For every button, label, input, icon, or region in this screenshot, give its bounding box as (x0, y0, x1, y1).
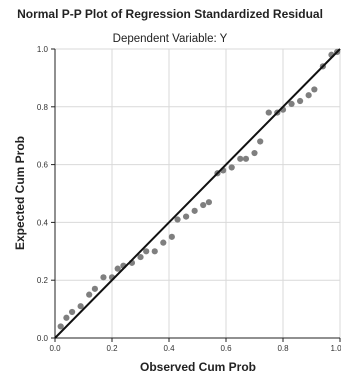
data-point (228, 164, 235, 171)
data-point (205, 199, 212, 206)
data-point (174, 216, 181, 223)
data-point (137, 253, 144, 261)
data-point (168, 233, 175, 240)
y-tick-label: 0.6 (37, 161, 49, 170)
data-point (100, 274, 107, 281)
data-point (91, 285, 98, 292)
data-point (242, 155, 250, 162)
data-point (305, 92, 312, 99)
y-tick-label: 0.8 (37, 103, 49, 112)
x-tick-label: 1.0 (330, 344, 341, 353)
data-point (57, 323, 64, 330)
grid-layer (54, 48, 341, 339)
data-point (237, 155, 244, 162)
data-point (151, 248, 158, 255)
data-point (191, 207, 198, 214)
x-axis-title: Observed Cum Prob (140, 360, 256, 374)
data-point (288, 100, 295, 108)
data-point (265, 109, 272, 116)
data-point (86, 291, 93, 298)
line-layer (54, 48, 341, 339)
data-point (160, 239, 167, 246)
data-point (114, 265, 121, 272)
chart-subtitle: Dependent Variable: Y (113, 33, 228, 45)
data-point (69, 308, 76, 316)
x-tick-label: 0.0 (49, 344, 61, 353)
data-point (143, 248, 150, 255)
reference-line (54, 48, 341, 339)
y-tick-label: 0.4 (37, 218, 49, 227)
chart-title: Normal P-P Plot of Regression Standardiz… (17, 7, 323, 21)
y-tick-label: 0.2 (37, 276, 49, 285)
y-tick-label: 0.0 (37, 334, 49, 343)
x-tick-label: 0.8 (277, 344, 289, 353)
tick-label-layer: 0.0 0.2 0.4 0.6 0.8 1.0 0.0 0.2 0.4 0.6 0.8 1.0 (37, 45, 341, 353)
data-point (257, 138, 264, 145)
data-point (297, 97, 304, 105)
data-point (200, 201, 207, 209)
data-point (183, 213, 190, 220)
x-tick-label: 0.6 (220, 344, 232, 353)
x-tick-label: 0.4 (163, 344, 175, 353)
data-point (77, 303, 84, 310)
data-point (311, 86, 318, 93)
data-point (251, 149, 258, 157)
y-axis-title: Expected Cum Prob (13, 136, 27, 250)
axis-layer (51, 48, 341, 342)
y-tick-label: 1.0 (37, 45, 49, 54)
data-point (63, 314, 70, 321)
x-tick-label: 0.2 (106, 344, 118, 353)
